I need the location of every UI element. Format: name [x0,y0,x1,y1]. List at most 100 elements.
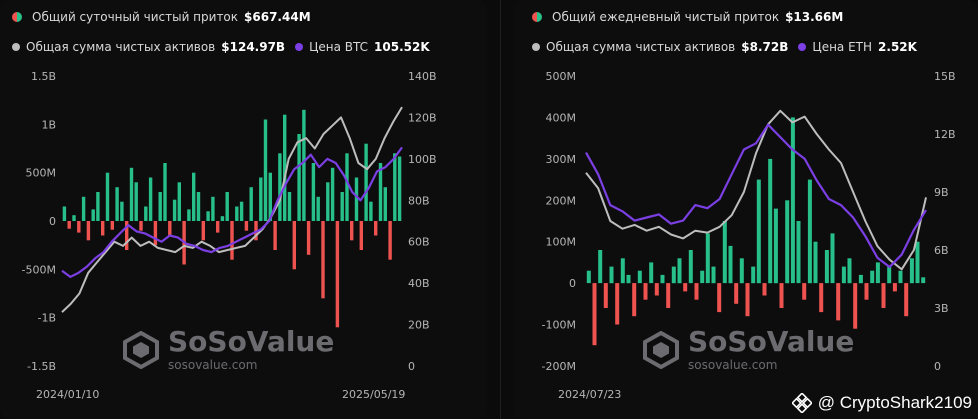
net-flow-bar [67,221,71,229]
net-flow-bar [278,153,282,221]
y-left-tick-label: -200M [542,360,576,373]
net-flow-bar [615,283,620,325]
net-flow-bar [144,206,148,221]
y-left-tick-label: -500M [22,263,56,276]
net-flow-bar [921,277,926,284]
net-flow-bar [340,192,344,221]
net-flow-bar [101,221,105,236]
net-flow-bar [239,201,244,221]
legend-net-inflow[interactable]: Общий суточный чистый приток $667.44M [12,10,311,24]
net-flow-bar [311,163,316,221]
net-flow-bar [148,177,153,221]
net-flow-bar [388,221,392,260]
net-flow-bar [666,283,671,308]
net-flow-bar [163,163,167,221]
net-flow-bar [96,192,100,221]
net-flow-bar [125,221,129,250]
y-left-tick-label: 0 [49,215,56,228]
btc-chart-svg[interactable]: 1.5B 1B 500M 0 -500M -1B -1.5B 140B 120B 100B 80B 6… [0,0,487,419]
net-flow-bar [359,221,363,250]
net-flow-bar [177,182,181,221]
net-flow-bar [773,208,778,284]
net-flow-bar [785,200,790,284]
net-flow-bar [378,163,383,221]
net-flow-bar [369,201,373,221]
net-flow-bar [120,201,124,221]
net-flow-bar [858,274,863,284]
net-flow-bar [216,221,220,233]
legend-value: $8.72B [741,40,789,54]
inflow-outflow-dot-icon [12,12,22,22]
legend-net-inflow[interactable]: Общий ежедневный чистый приток $13.66M [532,10,843,24]
legend-value: $13.66M [785,10,844,24]
y-left-tick-label: 500M [546,70,577,83]
legend-value: $124.97B [221,40,286,54]
net-flow-bar [683,283,688,292]
net-flow-bar [244,221,249,231]
y-left-tick-label: 500M [26,167,57,180]
y-right-tick-label: 120B [408,111,437,124]
net-flow-bar [77,221,81,233]
legend-value: $667.44M [244,10,311,24]
net-flow-bar [881,283,886,308]
net-flow-bar [739,258,744,284]
legend-label: Общая сумма чистых активов [26,40,216,54]
net-flow-bar [263,119,268,221]
y-left-tick-label: -1B [37,312,56,325]
legend-label: Общий ежедневный чистый приток [552,10,780,24]
y-left-tick-label: 300M [546,153,577,166]
net-flow-bar [603,283,608,308]
net-flow-bar [283,114,287,221]
net-flow-bar [768,158,773,284]
net-flow-bar [654,283,659,296]
y-left-tick-label: 100M [546,236,577,249]
net-flow-bar [273,221,277,250]
net-flow-bar [86,221,91,241]
legend-label: Цена ETH [812,40,873,54]
net-flow-bar [586,270,591,284]
net-flow-bar [172,199,177,221]
net-flow-bar [751,266,756,284]
net-flow-bar [302,109,306,221]
net-flow-bar [397,156,402,221]
net-flow-bar [717,283,722,313]
net-flow-bar [790,117,795,284]
y-right-tick-label: 0 [408,360,415,373]
x-axis-end-date: 2025/05/19 [342,388,406,401]
y-left-tick-label: -1.5B [27,360,56,373]
net-flow-bar [734,283,739,304]
net-flow-bar [326,182,330,221]
net-flow-bar [196,192,201,221]
y-left-tick-label: 200M [546,194,577,207]
legend-value: 105.52K [374,40,430,54]
net-flow-bar [915,241,920,284]
net-flow-bar [81,196,86,221]
net-flow-bar [620,258,625,284]
net-flow-bar [139,221,143,231]
net-flow-bar [864,283,869,300]
net-flow-bar [892,283,897,292]
net-flow-bar [158,192,162,221]
net-flow-bar [898,270,903,284]
price-dot-icon [798,43,807,51]
net-flow-bar [249,187,253,221]
net-flow-bar [632,283,637,317]
eth-chart-svg[interactable]: 500M 400M 300M 200M 100M 0 -100M -200M 15B 12B 9B 6… [514,0,978,419]
net-flow-bar [321,221,325,299]
net-flow-bar [345,153,349,221]
net-flow-bar [105,172,110,221]
watermark-url: sosovalue.com [168,358,258,372]
watermark-brand: SoSoValue [168,325,335,358]
y-left-tick-label: 0 [569,277,576,290]
net-flow-bar [660,274,665,284]
y-right-tick-label: 9B [934,186,949,199]
net-flow-bar [592,283,597,346]
y-right-tick-label: 15B [934,70,956,83]
net-flow-bar [598,250,603,284]
net-flow-bar [187,209,191,221]
net-flow-bar [297,134,301,221]
net-flow-bar [259,177,263,221]
net-flow-bar [292,221,296,270]
net-flow-bar [887,266,892,284]
net-flow-bar [756,179,761,284]
